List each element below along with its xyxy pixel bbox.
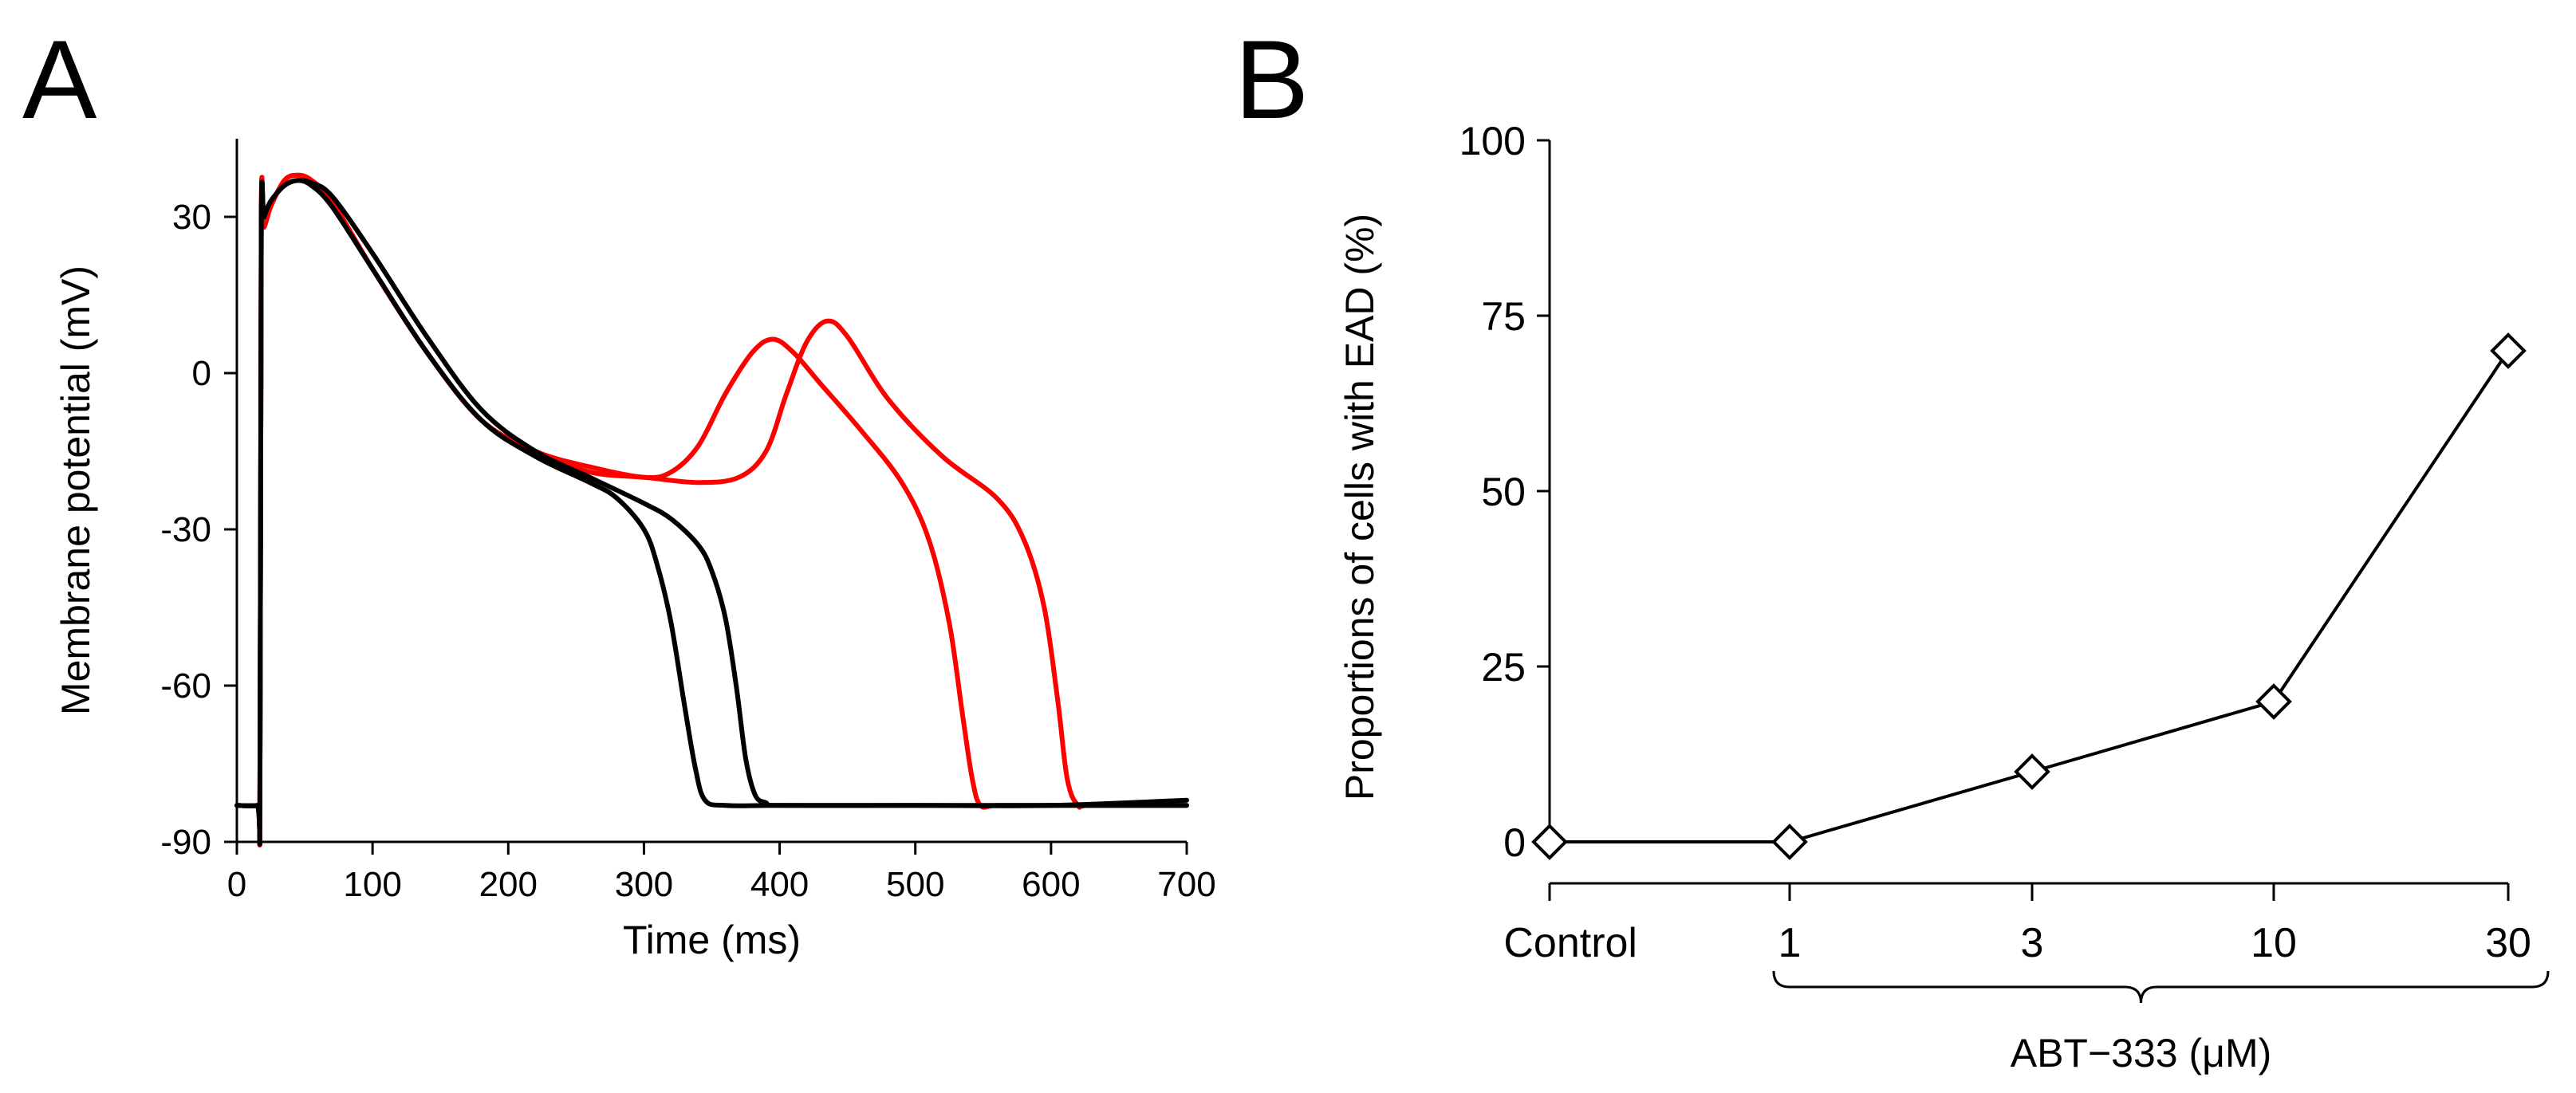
panel-a-x-tick-label: 0 [227,865,246,904]
panel-a-x-tick-label: 400 [750,865,809,904]
panel-b-y-tick-label: 50 [1481,470,1526,514]
panel-a-x-tick-label: 600 [1022,865,1080,904]
panel-a-trace-red-4 [234,172,1189,847]
panel-b-y-tick-label: 0 [1503,820,1526,865]
panel-a-x-axis-label: Time (ms) [623,918,801,962]
panel-a-y-tick-label: -30 [160,510,211,549]
panel-b-data-point [1531,824,1568,860]
panel-a-y-axis-label: Membrane potential (mV) [53,265,98,715]
panel-a-x-tick-label: 100 [343,865,401,904]
panel-b-letter: B [1235,17,1309,142]
panel-b-x-tick-label: 1 [1778,920,1802,966]
panel-a-x-tick-label: 500 [886,865,944,904]
panel-b-y-tick-label: 100 [1459,119,1526,163]
panel-b-data-point [2014,753,2050,790]
panel-a-y-tick-label: 30 [172,198,211,237]
panel-b-x-tick-label: 10 [2251,920,2297,966]
panel-b-data-point [2490,332,2527,369]
panel-a-letter: A [22,17,97,142]
panel-b-data-point [1771,824,1808,860]
panel-a-x-tick-label: 200 [479,865,538,904]
panel-a-y-tick-label: -60 [160,666,211,706]
panel-b-concentration-brace [1772,970,2550,1004]
panel-a-chart: 0 100 200 300 400 500 600 700 -90 -60 -30 0 30 Time … [53,139,1216,962]
panel-a-trace-black-1 [234,178,1189,847]
panel-a-y-tick-label: 0 [192,354,211,393]
panel-b-y-tick-label: 75 [1481,294,1526,339]
panel-a-x-tick-label: 700 [1157,865,1215,904]
panel-b-x-tick-label: Control [1503,920,1637,966]
panel-b-data-point [2255,683,2292,720]
panel-b-x-tick-label: 30 [2485,920,2531,966]
panel-b-x-tick-label: 3 [2021,920,2044,966]
panel-b-chart: 0 25 50 75 100 Control 1 3 10 30 ABT−333 (μM) Pro… [1337,119,2550,1075]
panel-b-y-tick-label: 25 [1481,645,1526,690]
panel-a-trace-black-2 [234,178,1189,847]
panel-a-x-tick-label: 300 [615,865,673,904]
panel-b-y-axis-label: Proportions of cells with EAD (%) [1337,214,1382,800]
panel-b-x-axis-label: ABT−333 (μM) [2011,1031,2272,1075]
panel-a-y-tick-label: -90 [160,823,211,862]
